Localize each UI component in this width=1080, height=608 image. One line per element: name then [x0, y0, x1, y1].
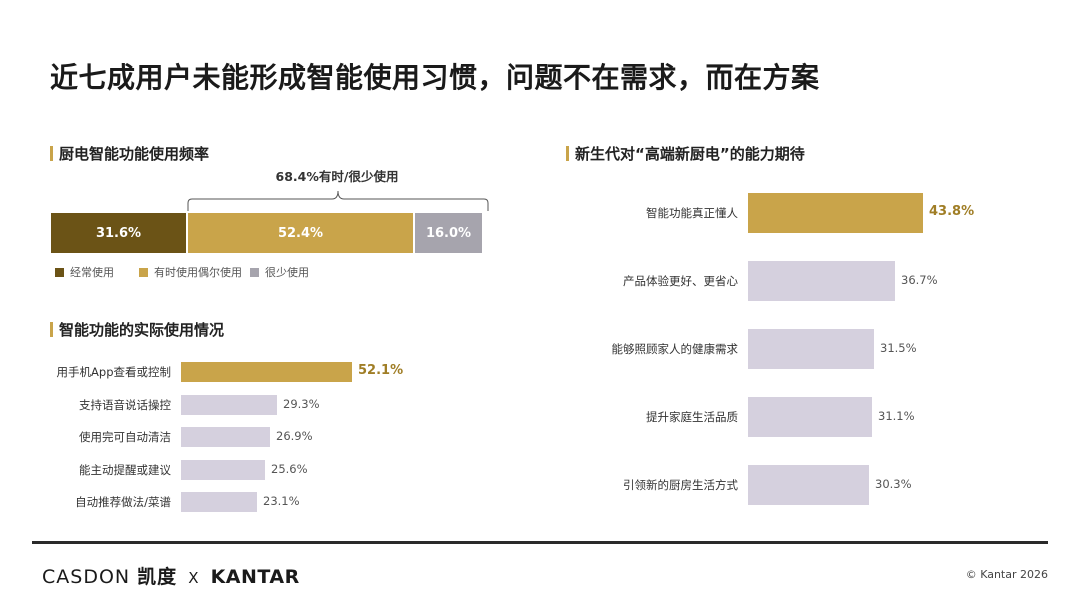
value-label: 36.7%	[901, 273, 938, 287]
legend-swatch	[139, 268, 148, 277]
value-label: 30.3%	[875, 477, 912, 491]
category-label: 使用完可自动清洁	[79, 430, 171, 444]
legend-item: 有时使用偶尔使用	[139, 264, 242, 280]
chart1-title-wrap: 厨电智能功能使用频率	[50, 143, 209, 164]
category-label: 引领新的厨房生活方式	[623, 478, 738, 492]
segment-value-label: 31.6%	[95, 225, 142, 241]
bar	[181, 459, 265, 480]
category-label: 能主动提醒或建议	[79, 462, 171, 477]
value-label: 52.1%	[358, 363, 404, 378]
chart1-title: 厨电智能功能使用频率	[59, 145, 210, 163]
chart2-title: 智能功能的实际使用情况	[59, 321, 225, 339]
casdon-logo: CASDON	[42, 566, 131, 588]
segment-value-label: 52.4%	[277, 225, 324, 241]
category-label: 智能功能真正懂人	[646, 206, 738, 220]
chart1-brace	[187, 190, 489, 211]
category-label: 自动推荐做法/菜谱	[75, 495, 171, 509]
segment-value-label: 16.0%	[425, 225, 472, 241]
value-label: 23.1%	[263, 494, 300, 508]
category-label: 支持语音说话操控	[79, 397, 171, 412]
value-label: 43.8%	[929, 204, 975, 219]
section-mark	[50, 146, 53, 161]
bar	[181, 394, 277, 415]
category-label: 能够照顾家人的健康需求	[611, 342, 739, 356]
bar	[748, 193, 923, 233]
legend-swatch	[250, 268, 259, 277]
footer-divider	[32, 541, 1048, 544]
section-mark	[50, 322, 53, 337]
value-label: 29.3%	[283, 396, 320, 411]
legend-label: 很少使用	[265, 266, 309, 279]
bar	[748, 397, 872, 437]
bar	[181, 362, 352, 382]
brand-logos: CASDON 凯度 X KANTAR	[42, 562, 300, 589]
bar	[181, 427, 270, 447]
copyright: © Kantar 2026	[965, 568, 1048, 581]
bar	[748, 261, 895, 301]
page-title: 近七成用户未能形成智能使用习惯，问题不在需求，而在方案	[50, 61, 820, 94]
section-mark	[566, 146, 569, 161]
kantar-logo: KANTAR	[210, 566, 300, 588]
legend-label: 有时使用偶尔使用	[154, 266, 242, 279]
legend-item: 经常使用	[55, 264, 114, 280]
chart2-title-wrap: 智能功能的实际使用情况	[50, 319, 224, 340]
stacked-segment: 31.6%	[51, 213, 186, 253]
bar	[181, 492, 257, 512]
category-label: 提升家庭生活品质	[646, 410, 738, 424]
legend-item: 很少使用	[250, 264, 309, 280]
value-label: 31.5%	[880, 341, 917, 355]
legend-label: 经常使用	[70, 266, 114, 279]
category-label: 用手机App查看或控制	[56, 365, 171, 379]
chart3-title-wrap: 新生代对“高端新厨电”的能力期待	[566, 143, 805, 164]
casdon-cn-logo: 凯度	[137, 566, 178, 588]
bar	[748, 329, 874, 369]
bar	[748, 465, 869, 505]
value-label: 25.6%	[271, 461, 308, 476]
brand-separator: X	[188, 569, 200, 587]
chart3-title: 新生代对“高端新厨电”的能力期待	[575, 145, 805, 163]
chart1-annotation: 68.4%有时/很少使用	[275, 169, 399, 184]
stacked-segment: 52.4%	[188, 213, 413, 253]
stacked-segment: 16.0%	[415, 213, 482, 253]
value-label: 31.1%	[878, 409, 915, 423]
legend-swatch	[55, 268, 64, 277]
category-label: 产品体验更好、更省心	[623, 274, 738, 288]
value-label: 26.9%	[276, 429, 313, 443]
